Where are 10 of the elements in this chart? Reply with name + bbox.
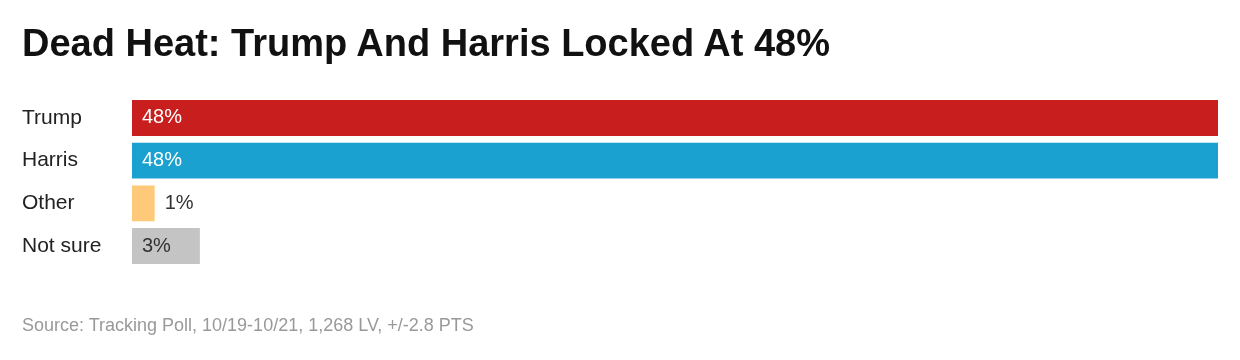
source-note: Source: Tracking Poll, 10/19-10/21, 1,268 LV, +/-2.8 PTS <box>22 315 474 336</box>
y-tick-label: Trump <box>22 104 82 128</box>
data-label: 48% <box>142 105 183 128</box>
data-label: 3% <box>142 233 172 256</box>
y-tick-label: Not sure <box>22 232 102 256</box>
data-label: 48% <box>142 148 183 171</box>
chart-title: Dead Heat: Trump And Harris Locked At 48% <box>22 22 831 65</box>
y-tick-label: Harris <box>22 147 78 171</box>
y-tick-label: Other <box>22 190 75 214</box>
data-label: 1% <box>164 190 194 213</box>
